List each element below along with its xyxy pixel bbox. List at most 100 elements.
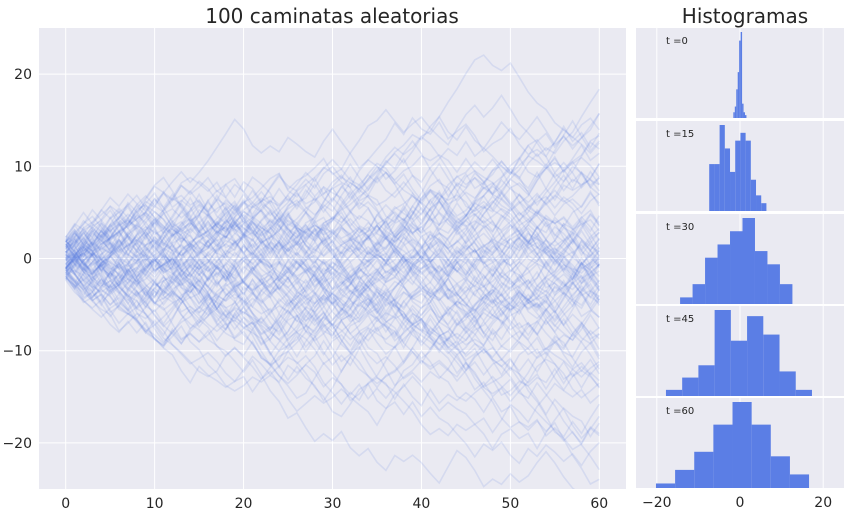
walk-line (65, 223, 600, 388)
histogram-bar (714, 310, 731, 396)
walk-line (65, 156, 600, 269)
walk-line (65, 189, 600, 293)
walk-line (65, 213, 600, 309)
walks-ytick-labels: 20 10 0 −10 −20 (2, 67, 32, 452)
walk-line (65, 212, 600, 317)
walk-line (65, 165, 600, 297)
walk-line (65, 139, 600, 279)
walk-line (65, 189, 600, 258)
walk-line (65, 225, 600, 345)
histogram-label: t =60 (666, 406, 694, 417)
walk-line (65, 217, 600, 327)
histogram-bar (705, 257, 718, 304)
walk-line (65, 202, 600, 287)
histogram-panel: t =30 (636, 214, 844, 304)
histogram-bar (747, 316, 764, 396)
walks-ytick-label: 20 (14, 67, 32, 83)
histogram-bar (779, 284, 793, 304)
walk-line (65, 253, 600, 451)
histogram-bar (736, 89, 738, 118)
histogram-bar (730, 231, 743, 304)
histogram-bar (754, 251, 768, 304)
walks-xtick-label: 60 (590, 496, 608, 512)
histogram-bar (680, 297, 693, 304)
walk-line (65, 113, 600, 269)
walk-line (65, 255, 600, 394)
histograms-plot: Histogramas t =0 t =15 t =30 t =45 t =60 −20… (636, 4, 844, 511)
histogram-bar (750, 179, 757, 211)
walk-line (65, 116, 600, 256)
walks-ytick-label: −10 (2, 344, 32, 360)
walk-line (65, 223, 600, 378)
walk-line (65, 119, 600, 292)
histogram-panel: t =15 (636, 121, 844, 211)
walk-line (65, 241, 600, 341)
walk-line (65, 241, 600, 325)
walks-top-mask (39, 0, 626, 28)
walk-line (65, 93, 600, 263)
histogram-bar (756, 195, 762, 211)
walk-line (65, 216, 600, 341)
histogram-bar (709, 164, 715, 211)
walks-xtick-label: 20 (235, 496, 253, 512)
walk-line (65, 243, 600, 375)
walk-line (65, 255, 600, 509)
walk-line (65, 124, 600, 294)
histogram-bar (733, 112, 735, 118)
histogram-xtick-label: 20 (814, 495, 832, 511)
histogram-label: t =45 (666, 314, 694, 325)
walk-line (65, 249, 600, 326)
walk-line (65, 230, 601, 402)
walk-line (65, 194, 600, 284)
histogram-bar (763, 334, 780, 396)
walk-line (65, 225, 600, 292)
walk-line (65, 216, 600, 302)
histogram-bar (739, 40, 741, 118)
histogram-bar (735, 140, 741, 211)
walk-line (65, 113, 601, 261)
walk-line (65, 249, 600, 471)
walk-line (65, 238, 601, 347)
walks-bottom-mask (39, 489, 626, 517)
histograms-title: Histogramas (682, 4, 808, 28)
histogram-bar (682, 377, 699, 396)
histogram-label: t =0 (666, 36, 688, 47)
histogram-bar (742, 103, 744, 118)
histogram-bar (795, 389, 812, 396)
walk-line (65, 176, 600, 312)
walk-line (65, 247, 600, 403)
walks-ytick-label: −20 (2, 436, 32, 452)
histogram-bar (732, 402, 752, 488)
walk-line (65, 271, 600, 451)
histogram-bar (745, 140, 751, 211)
histogram-bar (740, 32, 743, 118)
walk-line (65, 143, 600, 302)
walk-line (65, 243, 600, 467)
walk-line (65, 135, 600, 289)
histogram-bar (692, 284, 706, 304)
walk-line (65, 171, 600, 301)
walks-grid (39, 28, 626, 489)
walk-line (65, 141, 600, 279)
walk-line (65, 247, 600, 438)
walk-line (65, 160, 600, 313)
walks-xtick-label: 40 (413, 496, 431, 512)
walk-line (65, 252, 600, 384)
walk-line (65, 192, 600, 284)
walk-line (64, 171, 600, 266)
histogram-bar (730, 340, 748, 396)
walks-xtick-label: 30 (324, 496, 342, 512)
walk-line (65, 250, 600, 445)
walk-line (65, 259, 600, 367)
histogram-bar (734, 106, 737, 118)
walk-line (65, 222, 600, 359)
walk-line (64, 211, 601, 342)
walks-xtick-label: 50 (501, 496, 519, 512)
walk-line (65, 189, 600, 302)
walk-line (65, 242, 600, 385)
walk-line (65, 248, 600, 342)
histogram-bar (730, 171, 736, 211)
histogram-bar (789, 474, 810, 488)
walk-line (65, 191, 600, 287)
